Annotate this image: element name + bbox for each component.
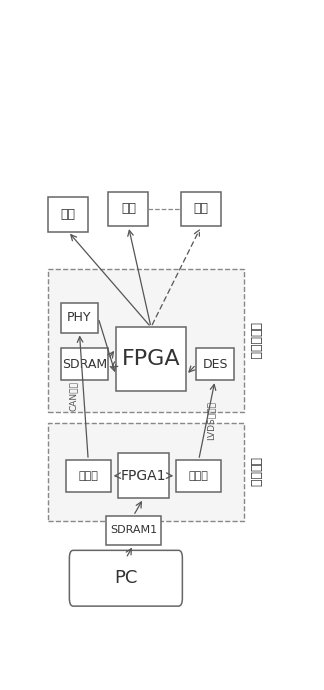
Text: 接收端: 接收端 [78,471,98,481]
Bar [176,460,221,492]
Bar [48,197,88,232]
Bar [106,516,161,545]
Text: 喂头: 喂头 [61,208,75,221]
Text: 发送端: 发送端 [189,471,209,481]
Text: FPGA: FPGA [122,349,180,369]
Bar [116,327,186,391]
Bar [65,460,111,492]
Text: CAN总线: CAN总线 [69,382,78,411]
Text: LVDS传输线: LVDS传输线 [207,401,216,440]
Bar [61,304,98,333]
Bar [118,453,168,498]
Text: DES: DES [202,358,228,371]
Text: PC: PC [114,569,138,587]
Text: SDRAM: SDRAM [62,358,107,371]
Bar [108,192,148,226]
Text: 喂头: 喂头 [194,202,209,215]
Bar [196,348,234,380]
Text: 喂头控制板: 喂头控制板 [249,322,262,359]
FancyBboxPatch shape [69,551,182,606]
Bar [48,268,244,412]
Text: PHY: PHY [67,311,92,324]
Text: 喂头: 喂头 [121,202,136,215]
Text: FPGA1: FPGA1 [121,469,166,483]
Text: SDRAM1: SDRAM1 [110,525,157,535]
Bar [61,348,108,380]
Bar [181,192,221,226]
Bar [48,423,244,521]
Text: 主控制板: 主控制板 [249,457,262,487]
